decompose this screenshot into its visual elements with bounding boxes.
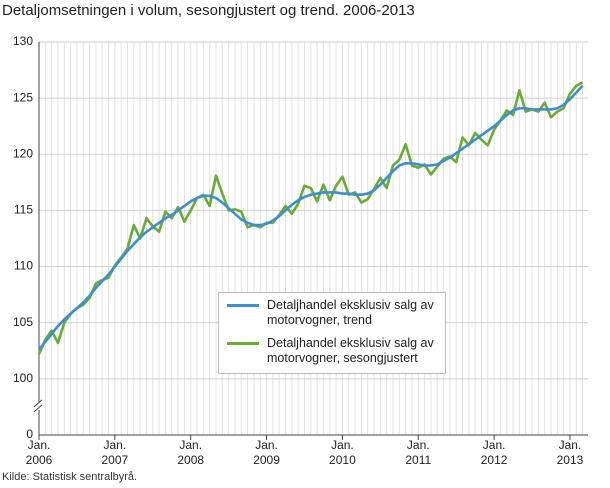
x-tick-label: Jan. 2009 xyxy=(253,438,280,467)
series-line xyxy=(37,81,584,355)
x-tick-label: Jan. 2011 xyxy=(405,438,432,467)
axis-break xyxy=(33,399,43,408)
chart-title: Detaljomsetningen i volum, sesongjustert… xyxy=(2,2,415,19)
x-tick-label: Jan. 2013 xyxy=(556,438,584,467)
axis-break xyxy=(33,404,43,413)
axis-break-gap xyxy=(34,401,44,410)
x-tick-label: Jan. 2008 xyxy=(177,438,205,467)
legend: Detaljhandel eksklusiv salg av motorvogn… xyxy=(218,292,446,374)
x-tick-label: Jan. 2010 xyxy=(329,438,356,467)
legend-label: Detaljhandel eksklusiv salg av motorvogn… xyxy=(267,336,434,365)
legend-swatch xyxy=(227,304,259,307)
y-tick-label: 110 xyxy=(14,259,33,273)
x-tick-label: Jan. 2006 xyxy=(25,438,53,467)
y-tick-label: 130 xyxy=(13,34,33,48)
x-tick-label: Jan. 2007 xyxy=(101,438,129,467)
series-line xyxy=(37,84,584,351)
y-tick-label: 105 xyxy=(13,315,33,329)
x-tick-label: Jan. 2012 xyxy=(480,438,508,467)
source: Kilde: Statistisk sentralbyrå. xyxy=(2,471,138,483)
y-tick-label: 115 xyxy=(14,203,33,217)
legend-label: Detaljhandel eksklusiv salg av motorvogn… xyxy=(267,298,434,327)
y-tick-label: 100 xyxy=(13,371,33,385)
y-tick-label: 0 xyxy=(26,427,33,441)
y-tick-label: 125 xyxy=(13,90,33,104)
y-tick-label: 120 xyxy=(13,146,33,160)
legend-swatch xyxy=(227,342,259,345)
